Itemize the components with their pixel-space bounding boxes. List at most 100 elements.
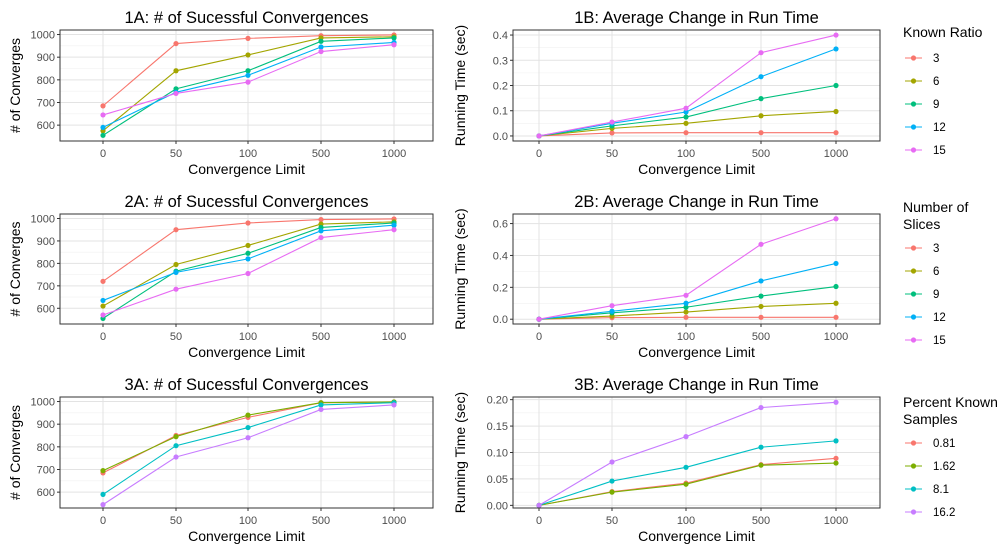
data-point-9-500: [318, 38, 324, 44]
x-tick-label: 50: [170, 331, 182, 343]
chart-title: 3B: Average Change in Run Time: [574, 376, 819, 394]
x-axis-label: Convergence Limit: [188, 161, 305, 177]
data-point-12-1000: [833, 260, 839, 267]
y-tick-label: 1000: [31, 213, 55, 225]
x-tick-label: 0: [536, 331, 542, 343]
data-point-8.1-0: [100, 491, 106, 498]
data-point-1.62-100: [683, 481, 689, 487]
data-point-16.2-0: [100, 502, 106, 508]
legend-key-point: [910, 314, 917, 320]
data-point-6-500: [758, 303, 764, 310]
x-tick-label: 1000: [382, 331, 406, 343]
data-point-9-1000: [391, 35, 397, 41]
data-point-12-500: [318, 228, 324, 234]
legend-label-9: 9: [933, 99, 939, 111]
data-point-15-50: [609, 119, 615, 125]
data-point-15-100: [245, 79, 251, 85]
chart-1B: 0.0 0.1 0.2 0.3 0.4 0 50 100 500 1000 1B: Average …: [452, 9, 881, 177]
legend-label-3: 3: [933, 243, 939, 255]
data-point-12-100: [245, 72, 251, 78]
legend-key-point: [910, 55, 917, 61]
panel-border: [512, 213, 881, 325]
y-tick-label: 0.10: [487, 448, 508, 460]
y-tick-label: 800: [37, 75, 55, 87]
y-tick-label: 0.4: [493, 250, 508, 262]
legend-label-1.62: 1.62: [933, 461, 955, 473]
y-axis-label: # of Converges: [7, 38, 23, 133]
data-point-12-50: [609, 308, 615, 314]
data-point-16.2-0: [536, 502, 542, 508]
y-tick-label: 800: [37, 442, 55, 454]
data-point-9-0: [100, 132, 106, 138]
data-point-16.2-1000: [391, 402, 397, 408]
y-tick-label: 0.4: [493, 30, 508, 42]
x-tick-label: 500: [752, 515, 770, 527]
y-tick-label: 0.2: [493, 282, 508, 294]
data-point-12-500: [318, 44, 324, 50]
chart-3B: 0.00 0.05 0.10 0.15 0.20 0 50 100 500 1000 3B: Ave…: [452, 376, 881, 544]
y-tick-label: 0.0: [493, 314, 508, 326]
y-axis-label: Running Time (sec): [452, 25, 468, 146]
data-point-3-50: [173, 227, 179, 233]
data-point-8.1-1000: [833, 438, 839, 444]
y-tick-label: 0.2: [493, 81, 508, 93]
y-axis-label: # of Converges: [7, 222, 23, 317]
data-point-6-1000: [833, 300, 839, 306]
legend-title: Known Ratio: [903, 24, 983, 40]
data-point-8.1-50: [173, 443, 179, 449]
chart-3A: 600 700 800 900 1000 0 50 100 500 1000 3A: # of Su…: [7, 376, 434, 544]
y-tick-label: 0.20: [487, 395, 508, 407]
legend-label-3: 3: [933, 53, 939, 65]
data-point-15-0: [100, 112, 106, 118]
legend-label-12: 12: [933, 122, 946, 134]
x-tick-label: 500: [752, 148, 770, 160]
x-tick-label: 50: [170, 148, 182, 160]
data-point-15-1000: [833, 216, 839, 222]
data-point-1.62-1000: [833, 460, 839, 466]
data-point-12-100: [683, 300, 689, 306]
data-point-6-100: [245, 52, 251, 58]
y-axis-label: # of Converges: [7, 405, 23, 500]
y-tick-label: 1000: [31, 30, 55, 42]
legend-key-point: [910, 291, 917, 297]
data-point-12-1000: [833, 46, 839, 52]
data-point-16.2-100: [683, 434, 689, 440]
x-tick-label: 0: [536, 148, 542, 160]
y-axis-label: Running Time (sec): [452, 208, 468, 329]
x-axis-label: Convergence Limit: [638, 161, 755, 177]
data-point-15-1000: [833, 32, 839, 38]
data-point-12-500: [758, 74, 764, 80]
data-point-3-50: [609, 130, 615, 136]
x-tick-label: 0: [100, 148, 106, 160]
x-axis-label: Convergence Limit: [188, 528, 305, 544]
data-point-15-50: [173, 286, 179, 292]
legend-label-6: 6: [933, 266, 939, 278]
data-point-15-100: [683, 105, 689, 111]
legend-label-9: 9: [933, 289, 939, 301]
data-point-16.2-50: [609, 459, 615, 465]
data-point-6-0: [100, 303, 106, 309]
chart-2B: 0.0 0.2 0.4 0.6 0 50 100 500 1000 2B: Average Cha…: [452, 193, 881, 360]
x-tick-label: 500: [312, 331, 330, 343]
data-point-8.1-100: [245, 424, 251, 431]
x-tick-label: 1000: [824, 515, 848, 527]
data-point-8.1-50: [609, 478, 615, 484]
chart-title: 2A: # of Sucessful Convergences: [125, 193, 369, 211]
legend-key-point: [910, 78, 917, 84]
data-point-6-100: [245, 242, 251, 249]
x-tick-label: 1000: [382, 515, 406, 527]
data-point-6-50: [173, 261, 179, 268]
data-point-8.1-100: [683, 464, 689, 470]
y-tick-label: 0.6: [493, 219, 508, 231]
x-axis-label: Convergence Limit: [638, 344, 755, 360]
chart-title: 1A: # of Sucessful Convergences: [125, 9, 369, 27]
data-point-15-50: [173, 90, 179, 97]
data-point-3-100: [683, 130, 689, 136]
legend-title: Samples: [903, 411, 957, 427]
legend-key-point: [910, 486, 917, 492]
data-point-9-100: [683, 304, 689, 310]
legend-key-point: [910, 268, 917, 274]
data-point-3-50: [173, 40, 179, 47]
